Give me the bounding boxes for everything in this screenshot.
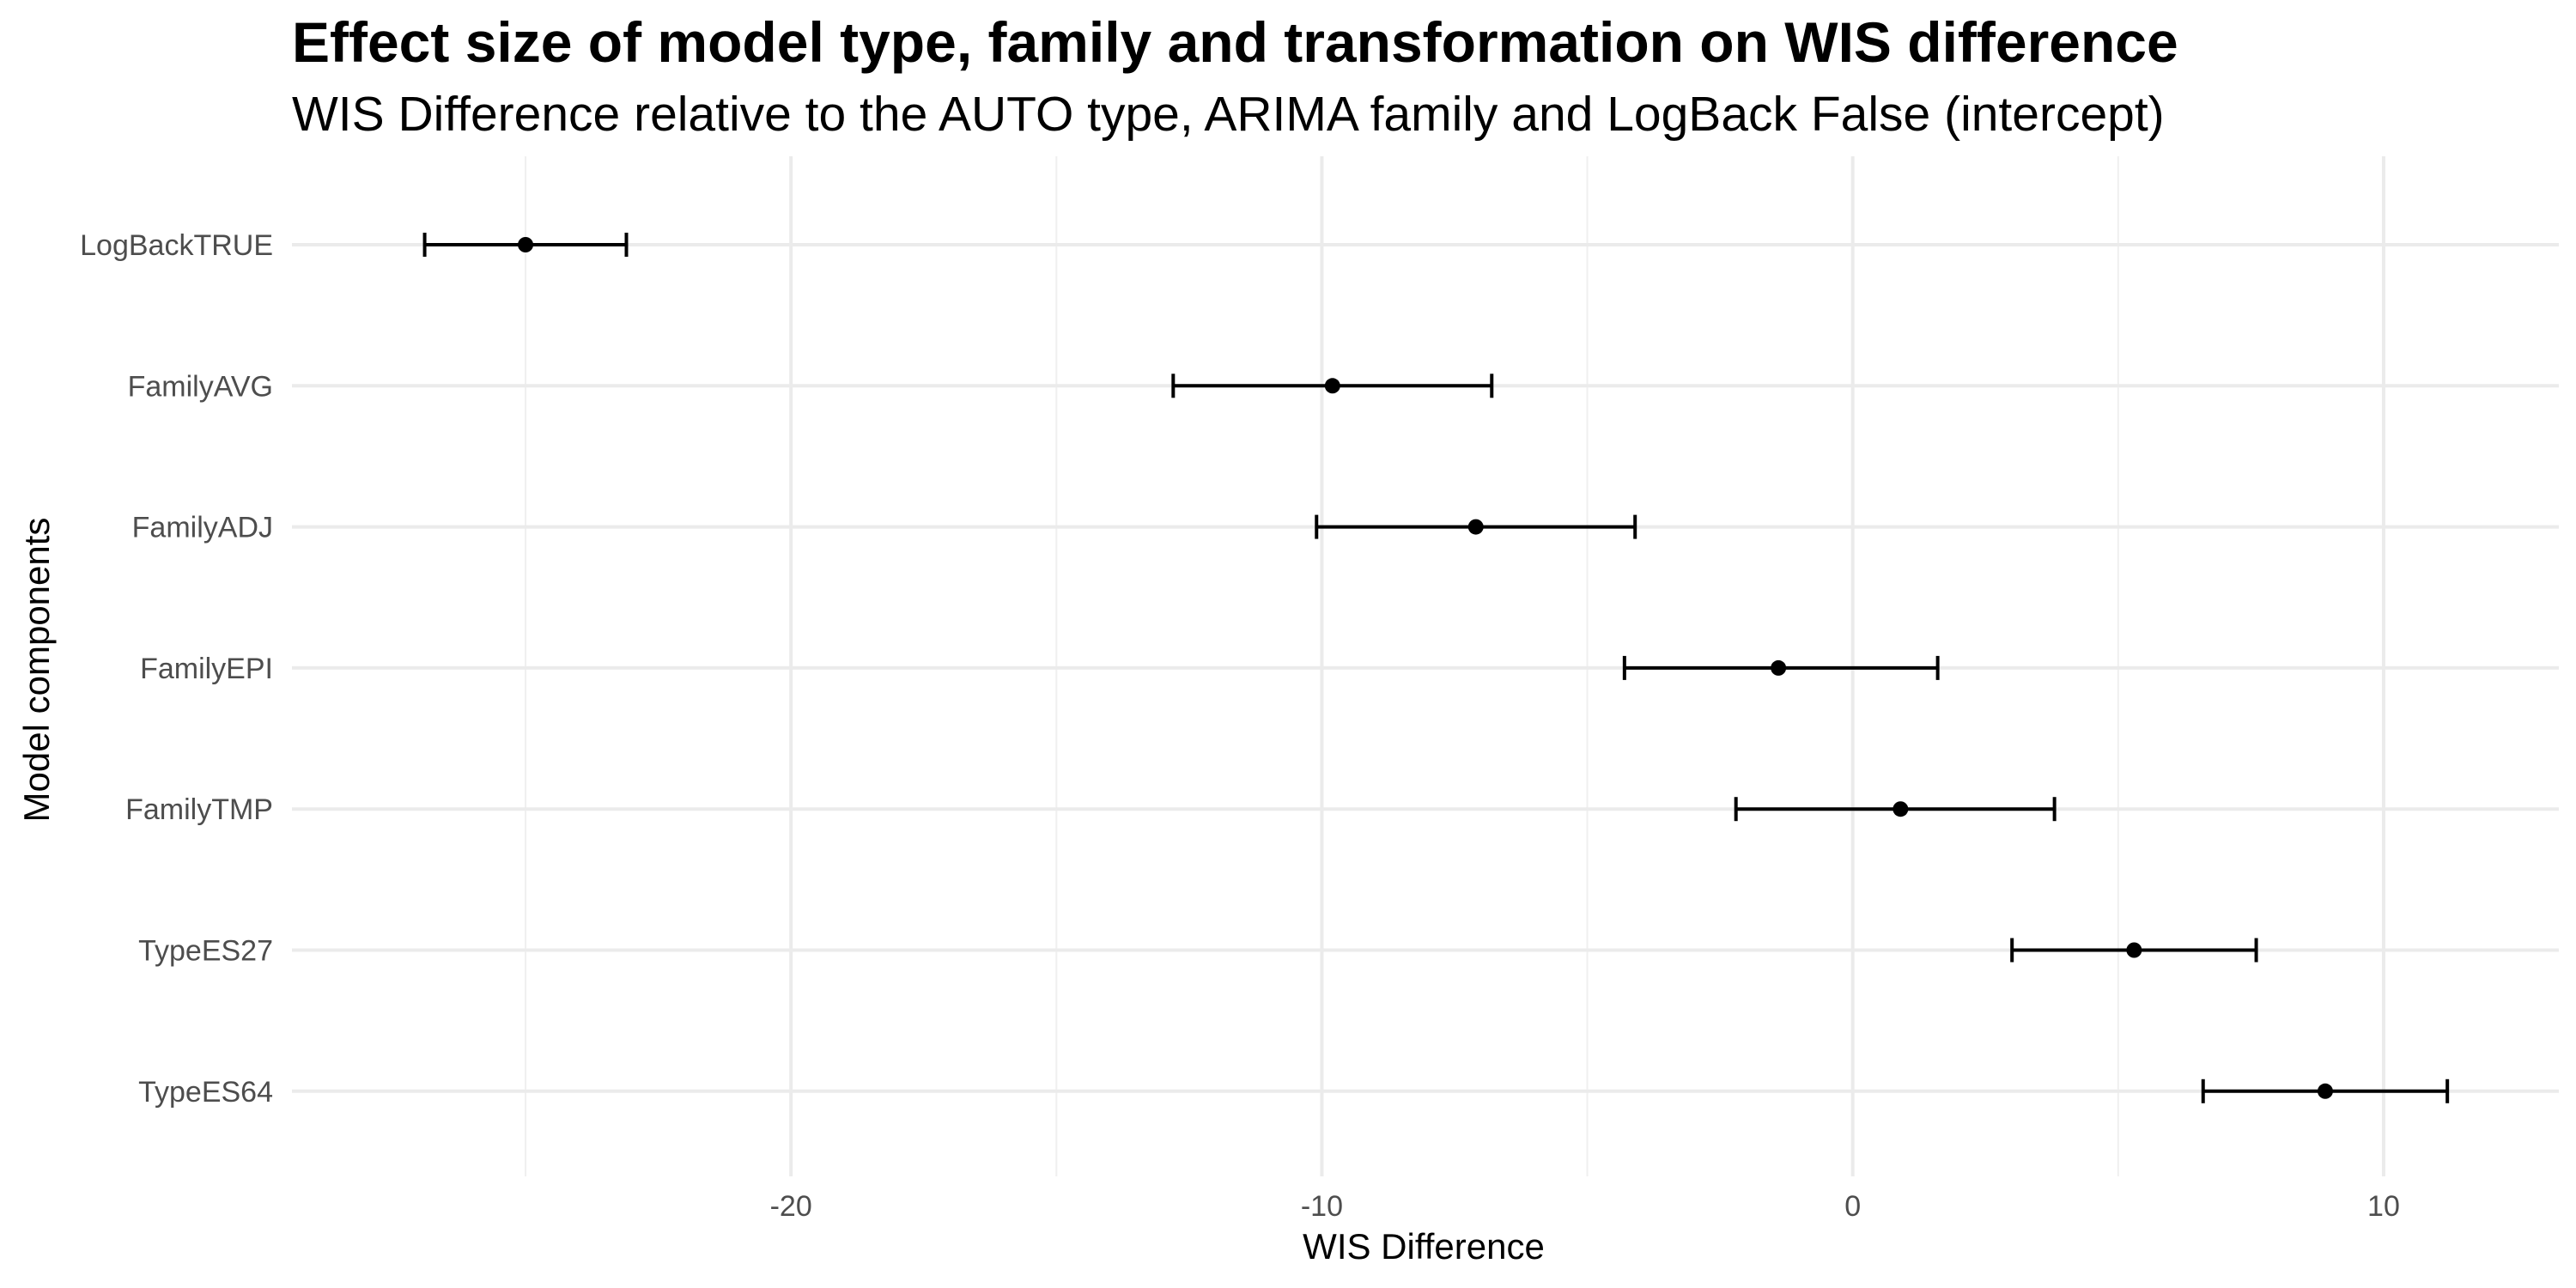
y-axis-ticks: LogBackTRUE FamilyAVG FamilyADJ FamilyEPI Fa… [80, 229, 273, 1109]
data-marks [422, 233, 2450, 1103]
chart-title: Effect size of model type, family and tr… [292, 10, 2178, 74]
y-tick-label: FamilyTMP [125, 793, 273, 826]
x-axis-title: WIS Difference [1303, 1226, 1545, 1267]
grid [292, 156, 2559, 1176]
y-tick-label: TypeES64 [138, 1076, 273, 1109]
x-axis-ticks: -20 -10 0 10 [770, 1190, 2400, 1223]
estimate-point [2317, 1083, 2333, 1099]
y-tick-label: TypeES27 [138, 935, 273, 968]
x-tick-label: 10 [2367, 1190, 2400, 1223]
estimate-point [518, 237, 534, 252]
estimate-point [1324, 378, 1340, 394]
y-tick-label: FamilyADJ [132, 512, 273, 544]
chart-subtitle: WIS Difference relative to the AUTO type… [292, 87, 2165, 142]
y-tick-label: LogBackTRUE [80, 229, 273, 262]
y-axis-title: Model components [16, 518, 57, 823]
y-tick-label: FamilyEPI [140, 653, 273, 685]
x-tick-label: -10 [1301, 1190, 1343, 1223]
estimate-point [1771, 659, 1787, 676]
y-tick-label: FamilyAVG [128, 370, 273, 403]
estimate-point [1893, 801, 1909, 817]
estimate-point [2126, 942, 2142, 958]
x-tick-label: 0 [1844, 1190, 1861, 1223]
x-tick-label: -20 [770, 1190, 812, 1223]
estimate-point [1467, 519, 1484, 535]
